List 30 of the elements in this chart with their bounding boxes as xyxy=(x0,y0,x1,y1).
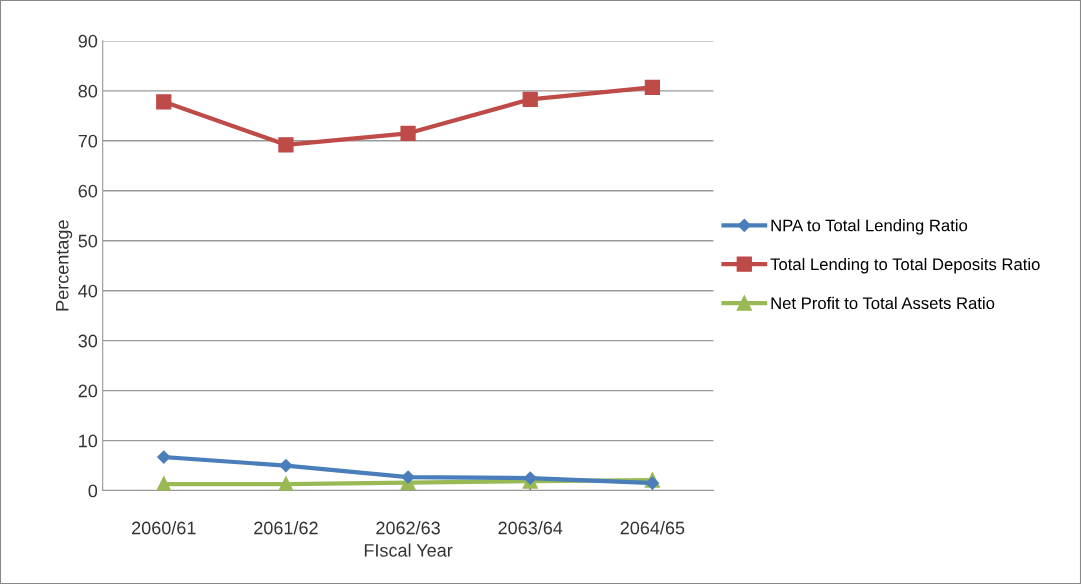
x-tick-label: 2062/63 xyxy=(376,521,440,535)
y-tick-label: 70 xyxy=(78,134,98,148)
point xyxy=(401,470,415,484)
point xyxy=(523,471,537,485)
legend-label: NPA to Total Lending Ratio xyxy=(771,219,968,235)
legend-label: Net Profit to Total Assets Ratio xyxy=(771,296,995,310)
point xyxy=(279,458,293,473)
x-tick-label: 2063/64 xyxy=(498,521,563,535)
x-tick-label: 2060/61 xyxy=(132,521,196,535)
x-tick-label: 2064/65 xyxy=(620,521,685,535)
y-tick-label: 10 xyxy=(79,434,98,448)
x-tick-label: 2061/62 xyxy=(254,521,318,535)
legend-label: Total Lending to Total Deposits Ratio xyxy=(770,257,1040,274)
point xyxy=(522,91,538,107)
y-axis-title: Percentage xyxy=(56,220,73,311)
y-tick-label: 20 xyxy=(78,384,98,398)
y-tick-label: 0 xyxy=(88,484,98,498)
y-tick-label: 80 xyxy=(78,84,98,98)
y-tick-label: 60 xyxy=(78,184,98,198)
x-axis-title: FIscal Year xyxy=(364,543,453,557)
y-tick-label: 40 xyxy=(78,284,98,298)
point xyxy=(644,79,661,95)
y-tick-label: 30 xyxy=(78,334,98,348)
point xyxy=(157,450,171,464)
point xyxy=(278,137,294,153)
point xyxy=(156,94,172,110)
y-tick-label: 90 xyxy=(78,34,98,48)
point xyxy=(400,125,416,141)
point xyxy=(645,476,659,490)
y-tick-label: 50 xyxy=(78,234,98,248)
